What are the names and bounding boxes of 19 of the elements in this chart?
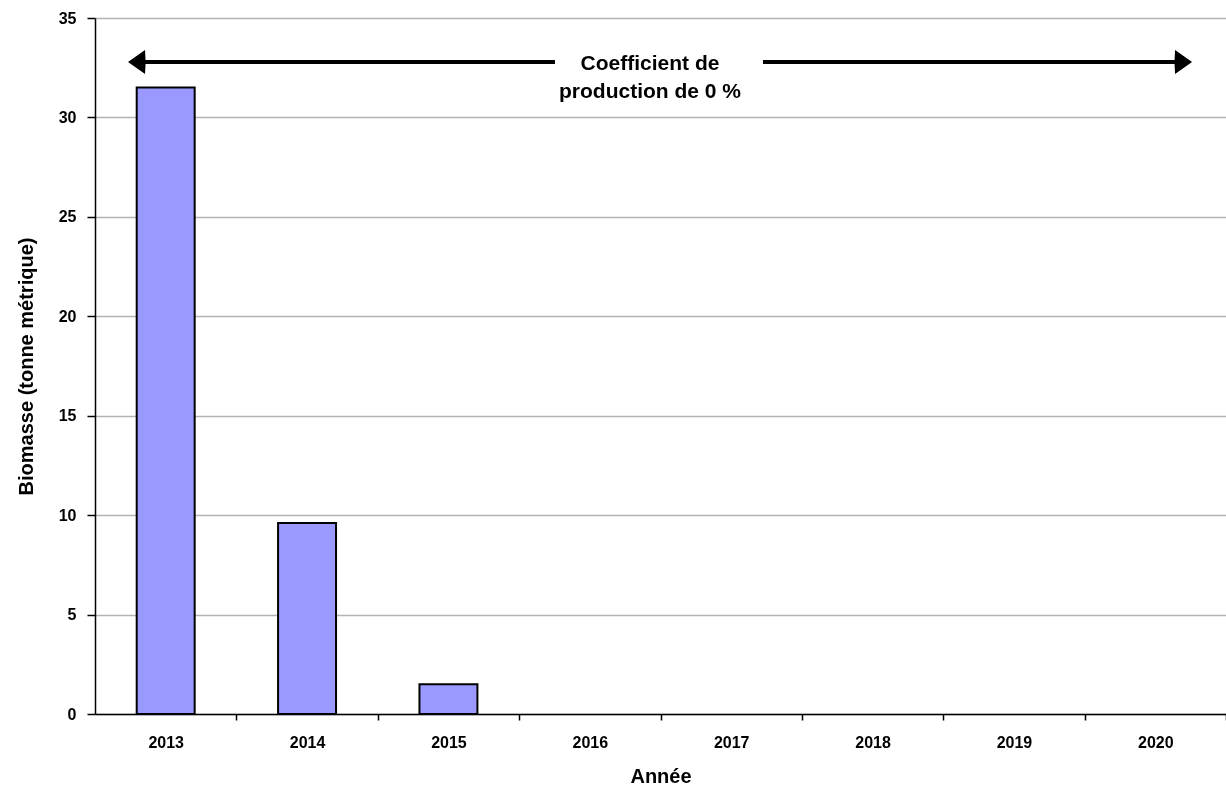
y-tick-label: 35 (58, 9, 77, 27)
y-tick-label: 25 (58, 208, 77, 226)
x-tick-label: 2014 (289, 733, 326, 751)
x-tick-label: 2015 (431, 733, 467, 751)
x-tick-label: 2013 (148, 733, 185, 751)
x-tick-label: 2018 (855, 733, 891, 751)
x-axis-title: Année (630, 764, 692, 787)
y-tick-label: 20 (58, 307, 77, 325)
y-tick-label: 0 (67, 705, 77, 723)
x-tick-label: 2017 (713, 733, 750, 751)
y-axis-title: Biomasse (tonne métrique) (14, 237, 37, 496)
y-tick-label: 5 (67, 606, 77, 624)
x-tick-label: 2020 (1138, 733, 1174, 751)
x-tick-label: 2019 (996, 733, 1033, 751)
annotation: Coefficient de production de 0 % (558, 51, 742, 102)
y-tick-label: 15 (58, 407, 77, 425)
y-tick-label: 10 (58, 506, 77, 524)
x-tick-label: 2016 (572, 733, 609, 751)
y-tick-label: 30 (58, 108, 77, 126)
